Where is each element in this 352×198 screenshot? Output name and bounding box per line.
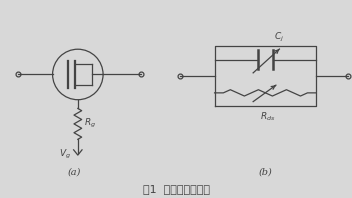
Text: $R_g$: $R_g$ xyxy=(84,117,96,130)
Text: 图1  开关器件示意图: 图1 开关器件示意图 xyxy=(143,185,209,194)
Text: $V_g$: $V_g$ xyxy=(58,148,70,161)
Text: (b): (b) xyxy=(258,168,272,176)
Text: $R_{ds}$: $R_{ds}$ xyxy=(260,110,276,123)
Text: $C_{j}$: $C_{j}$ xyxy=(274,30,284,44)
Text: (a): (a) xyxy=(68,168,81,176)
